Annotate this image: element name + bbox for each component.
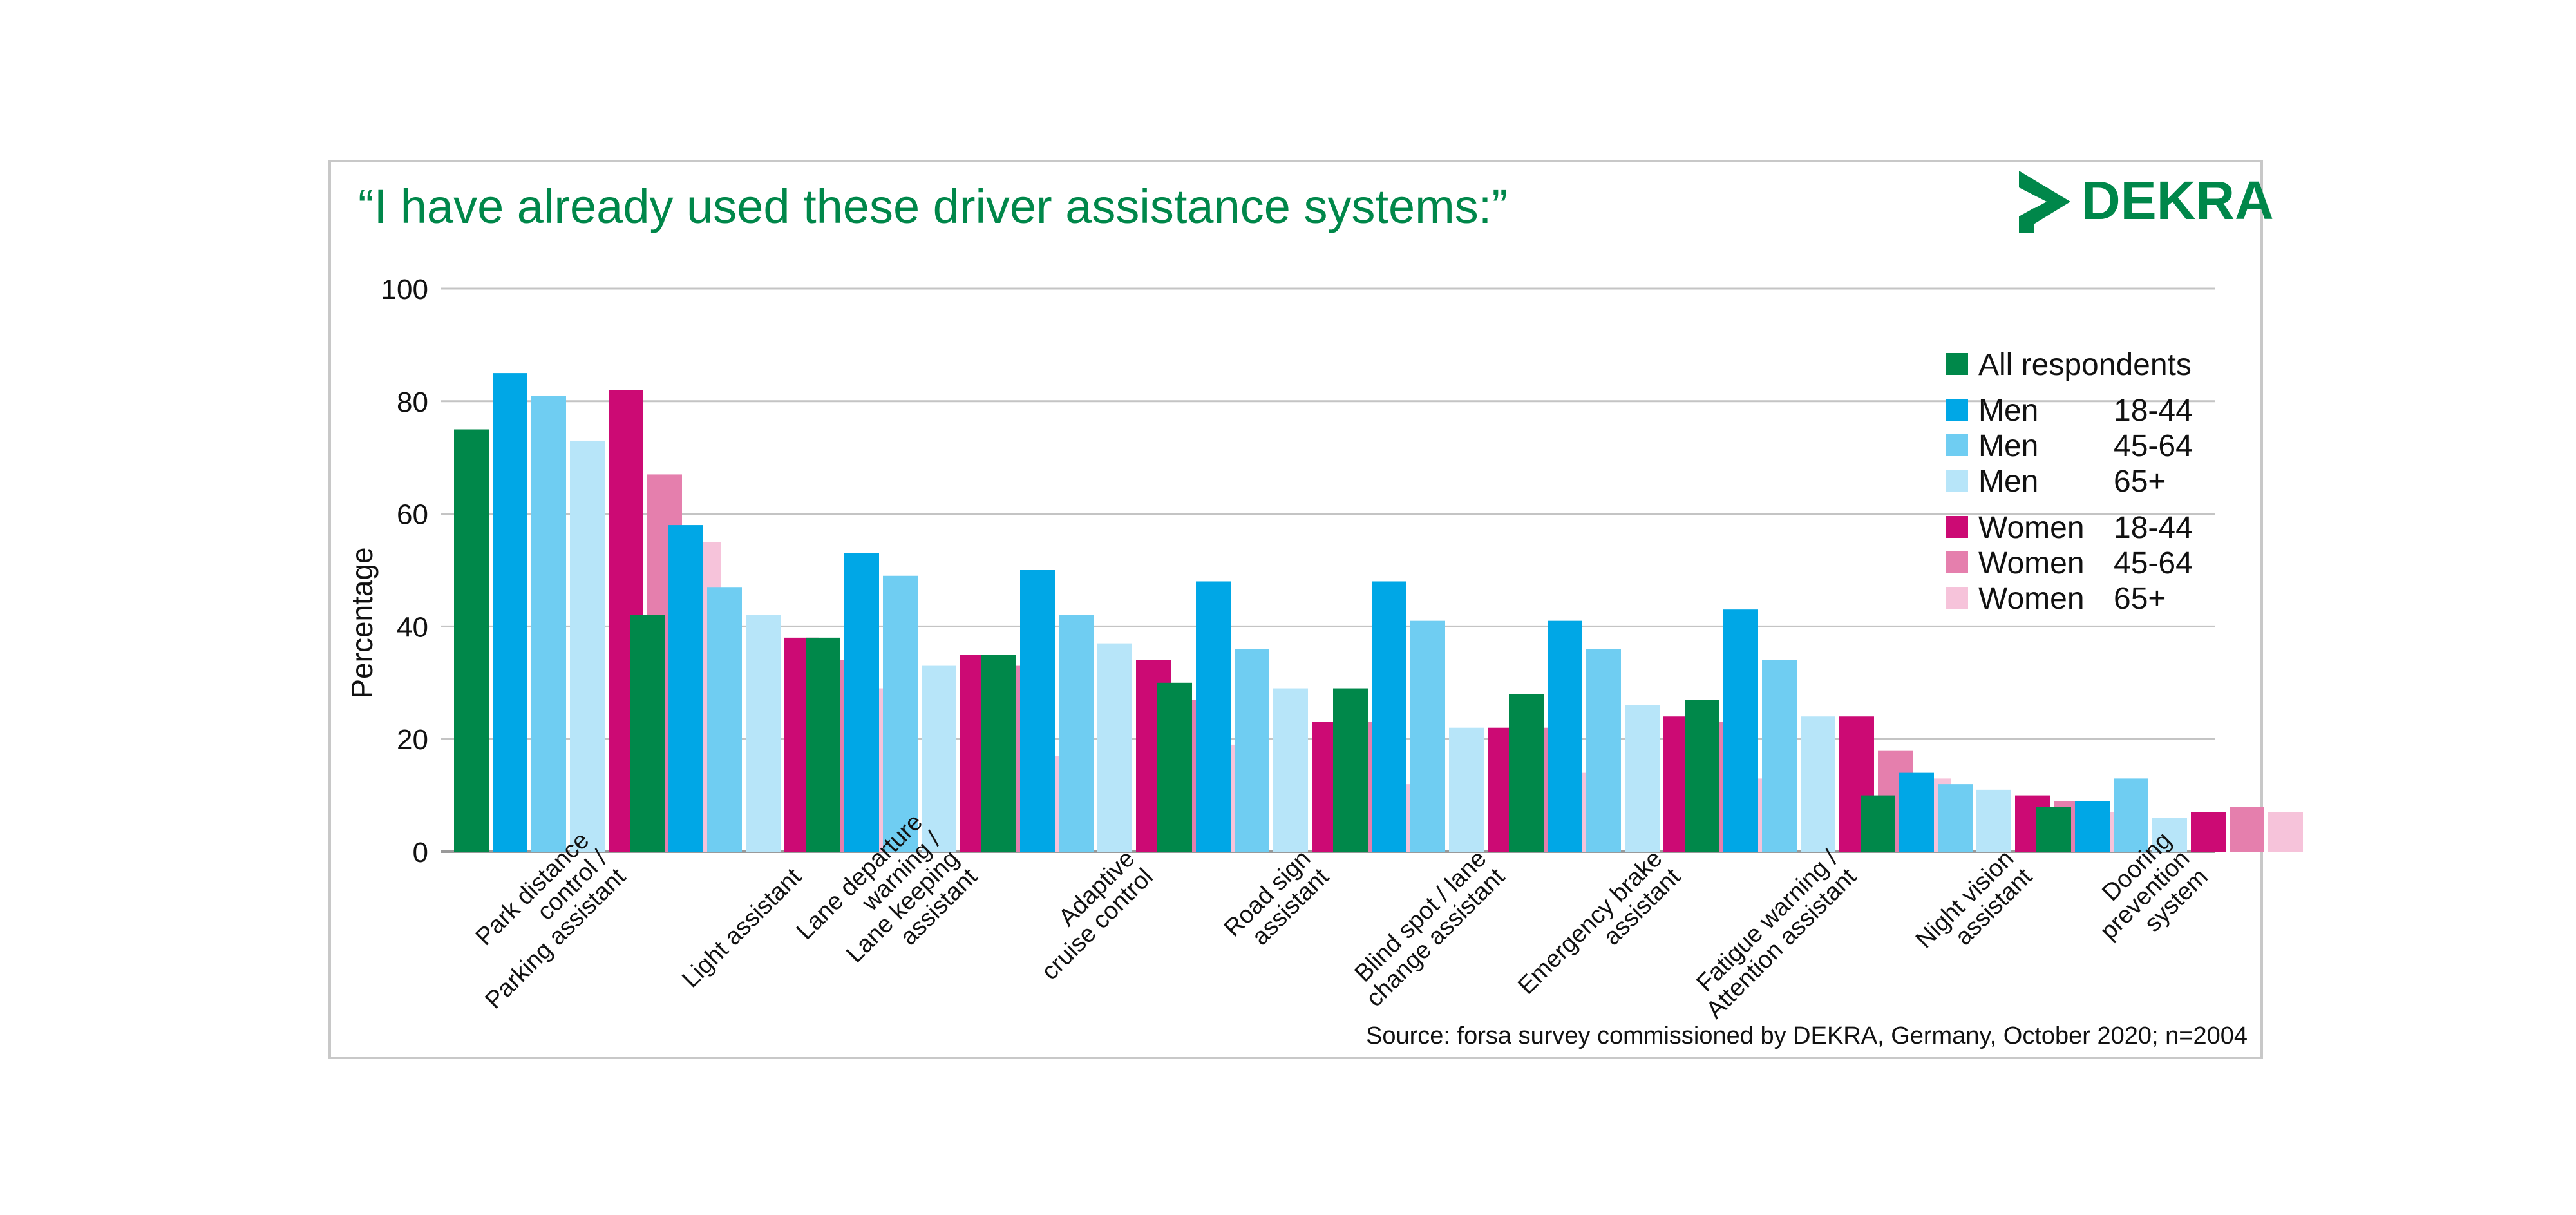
bar	[707, 587, 742, 852]
bar	[454, 429, 489, 852]
bar	[1449, 727, 1484, 852]
bar	[1235, 649, 1269, 852]
bar	[806, 637, 840, 852]
y-tick-label: 20	[397, 724, 428, 756]
legend-item: Men 18-44	[1946, 394, 2193, 428]
legend-swatch	[1946, 353, 1968, 375]
bar	[1509, 694, 1544, 852]
legend-age-group: 45-64	[2114, 546, 2193, 580]
legend-swatch	[1946, 470, 1968, 492]
bar	[2230, 807, 2264, 852]
bar	[2075, 801, 2110, 852]
y-tick-label: 80	[397, 387, 428, 418]
dekra-logo: DEKRA	[2019, 170, 2274, 233]
legend-label: All respondents	[1978, 348, 2192, 382]
bar	[2152, 818, 2187, 852]
bar	[1625, 705, 1660, 852]
bar	[1059, 615, 1094, 852]
bar	[531, 396, 566, 852]
legend-label: Women	[1978, 546, 2085, 580]
bar	[2114, 778, 2148, 852]
bar	[1372, 581, 1406, 852]
legend-item: Men 65+	[1946, 464, 2166, 499]
bar	[1861, 795, 1895, 852]
bar	[981, 655, 1016, 852]
bar	[1196, 581, 1231, 852]
y-axis-ticks: 0 20 40 60 80 100	[381, 274, 428, 868]
bar	[2191, 812, 2226, 852]
bar	[1157, 682, 1192, 852]
legend-swatch	[1946, 587, 1968, 609]
legend-age-group: 65+	[2114, 582, 2166, 616]
bar	[746, 615, 781, 852]
y-tick-label: 100	[381, 274, 428, 305]
bar	[2268, 812, 2303, 852]
legend-age-group: 18-44	[2114, 394, 2193, 428]
legend-item: All respondents	[1946, 348, 2192, 382]
legend-label: Men	[1978, 464, 2038, 499]
bar-group	[2036, 778, 2303, 852]
source-note: Source: forsa survey commissioned by DEK…	[1366, 1022, 2248, 1049]
legend-swatch	[1946, 399, 1968, 421]
legend-label: Men	[1978, 429, 2038, 463]
y-tick-label: 0	[413, 837, 428, 868]
bar	[844, 553, 879, 852]
bar	[922, 665, 956, 852]
legend-item: Men 45-64	[1946, 429, 2193, 463]
y-axis-label: Percentage	[345, 547, 379, 698]
dekra-logo-text: DEKRA	[2081, 170, 2274, 231]
bar	[1899, 772, 1934, 852]
bar	[1723, 609, 1758, 852]
legend-swatch	[1946, 516, 1968, 538]
legend-label: Women	[1978, 511, 2085, 545]
bar	[668, 525, 703, 852]
bar	[883, 575, 918, 852]
bar	[1762, 660, 1797, 852]
legend-age-group: 65+	[2114, 464, 2166, 499]
bar	[630, 615, 665, 852]
chart-title: “I have already used these driver assist…	[358, 180, 1508, 233]
bar	[1333, 688, 1368, 852]
bar	[1586, 649, 1621, 852]
bar	[1938, 784, 1973, 852]
legend-item: Women 45-64	[1946, 546, 2193, 580]
legend-age-group: 45-64	[2114, 429, 2193, 463]
legend-label: Women	[1978, 582, 2085, 616]
legend-swatch	[1946, 434, 1968, 456]
bar	[2036, 807, 2071, 852]
legend-item: Women 18-44	[1946, 511, 2193, 545]
bar	[1801, 716, 1835, 852]
y-tick-label: 60	[397, 499, 428, 531]
legend-swatch	[1946, 551, 1968, 573]
bar	[1410, 620, 1445, 852]
bar	[570, 440, 605, 852]
legend-item: Women 65+	[1946, 582, 2166, 616]
legend-age-group: 18-44	[2114, 511, 2193, 545]
bar	[1976, 789, 2011, 852]
bar	[1020, 570, 1055, 852]
bar	[1097, 643, 1132, 852]
bar	[1548, 620, 1582, 852]
bars	[454, 373, 2303, 852]
dekra-logo-mark-lower-icon	[2019, 208, 2034, 233]
y-tick-label: 40	[397, 611, 428, 643]
bar	[1685, 700, 1719, 852]
bar	[1273, 688, 1308, 852]
bar	[493, 373, 527, 852]
legend-label: Men	[1978, 394, 2038, 428]
